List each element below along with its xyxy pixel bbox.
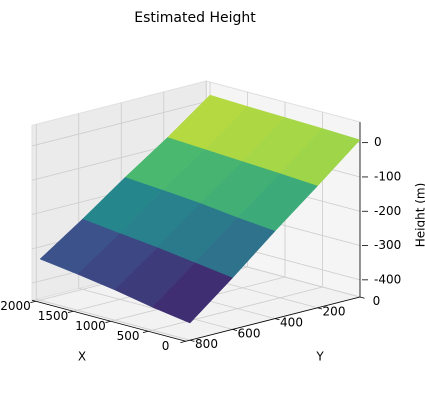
y-tick-label: 600 [238, 326, 261, 340]
x-tick-label: 2000 [0, 299, 31, 313]
grid-line [31, 101, 207, 147]
z-tick-label: -400 [374, 272, 401, 286]
axis-line [31, 299, 186, 342]
surface-patch [152, 262, 233, 324]
x-tick-label: 0 [162, 339, 170, 353]
z-tick-label: -100 [374, 169, 401, 183]
x-tick [142, 330, 149, 334]
y-tick-label: 0 [373, 294, 381, 308]
axis-line [185, 296, 361, 342]
z-axis-label: Height (m) [414, 183, 425, 248]
x-tick [105, 320, 111, 324]
x-tick [67, 310, 74, 314]
grid-line [148, 286, 323, 332]
y-tick [359, 296, 365, 299]
x-axis-label: X [78, 350, 86, 364]
grid-line [36, 298, 191, 341]
x-tick-label: 500 [117, 329, 140, 343]
z-tick-label: 0 [374, 135, 382, 149]
x-tick [30, 300, 36, 304]
x-tick-label: 1000 [75, 319, 106, 333]
x-tick [180, 340, 186, 344]
y-tick-label: 200 [323, 305, 346, 319]
chart-title: Estimated Height [134, 10, 256, 26]
y-tick-label: 400 [280, 316, 303, 330]
x-tick-label: 1500 [38, 309, 69, 323]
z-tick-label: -200 [374, 204, 401, 218]
z-tick-label: -300 [374, 238, 401, 252]
grid-line [78, 288, 233, 330]
y-tick-label: 800 [195, 337, 218, 351]
y-axis-label: Y [315, 350, 324, 364]
